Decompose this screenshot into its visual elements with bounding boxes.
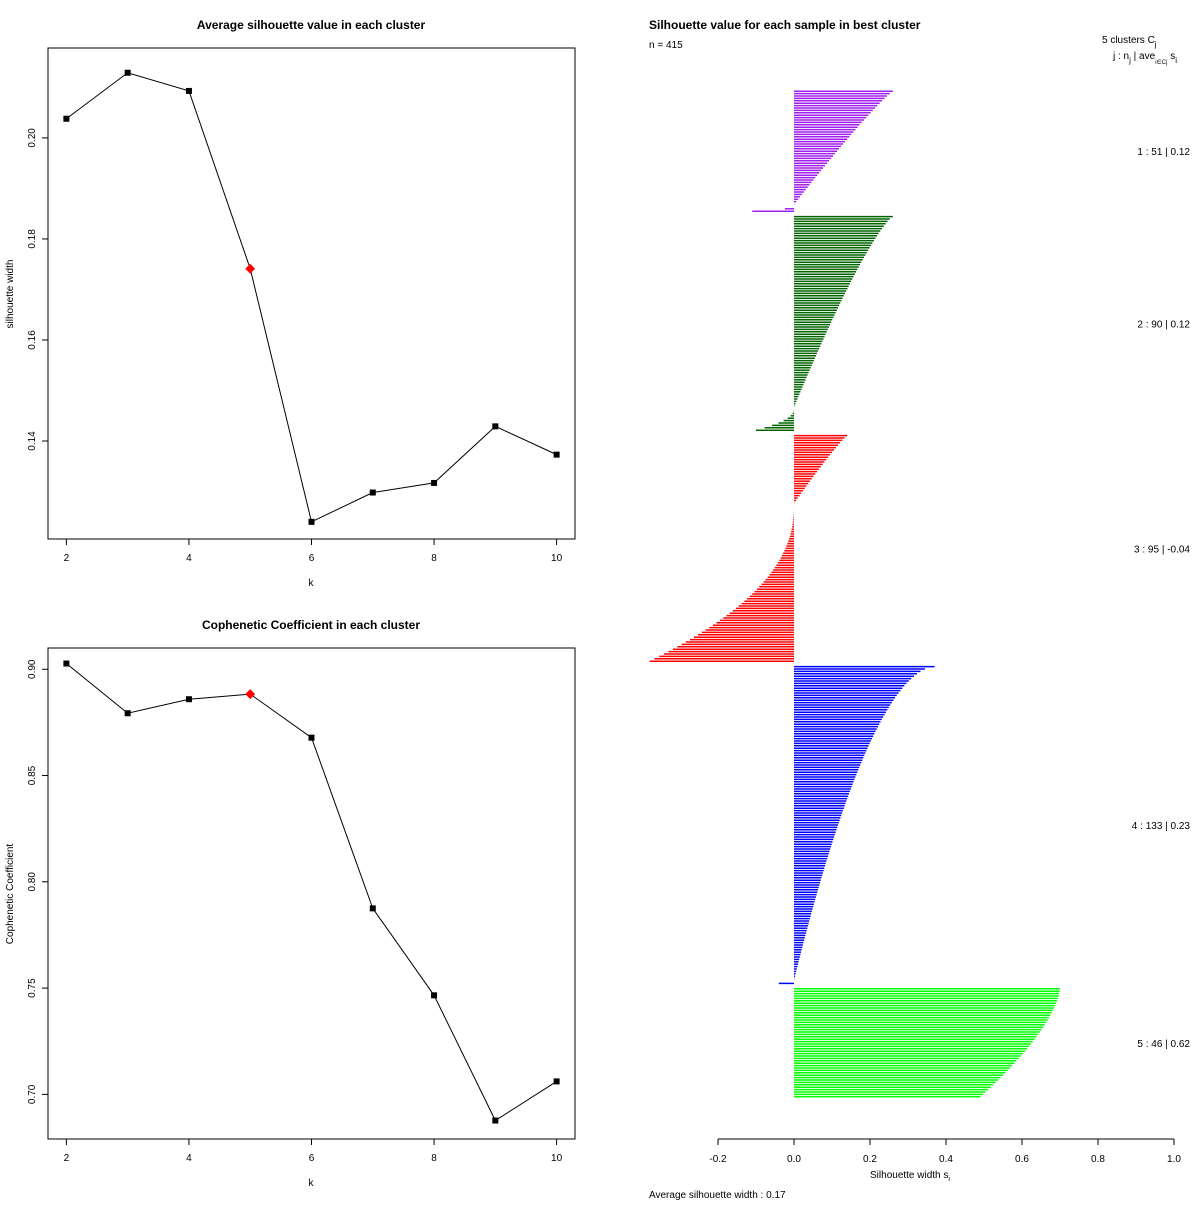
cophenetic-y-axis-label: Cophenetic Coefficient [5,844,16,945]
y-tick-label: 0.75 [27,978,38,998]
cluster-stats-header-s: s [1167,51,1175,62]
clusters-header-sub: j [1154,40,1157,49]
cophenetic-x-ticks: 2 4 6 8 10 [64,1139,563,1164]
x-tick-label: 6 [309,1153,315,1164]
data-point [369,905,376,912]
data-point [431,992,438,999]
x-tick-label: -0.2 [709,1154,727,1165]
data-point [369,489,376,496]
silhouette-plot-frame [47,47,576,540]
x-tick-label: 8 [431,1153,437,1164]
data-point [431,479,438,486]
x-tick-label: 10 [551,553,563,564]
y-tick-label: 0.70 [27,1084,38,1104]
data-point [124,710,131,717]
cluster-label: 3 : 95 | -0.04 [1134,544,1190,555]
data-point [492,1117,499,1124]
cluster-label: 2 : 90 | 0.12 [1137,319,1190,330]
silhouette-bar-x-axis-label: Silhouette width si [870,1170,950,1183]
silhouette-series-line [66,72,557,523]
y-tick-label: 0.14 [27,431,38,451]
y-tick-label: 0.85 [27,765,38,785]
data-point [308,518,315,525]
x-tick-label: 4 [186,1153,192,1164]
cophenetic-y-ticks: 0.70 0.75 0.80 0.85 0.90 [27,659,48,1104]
x-tick-label: 0.0 [787,1154,801,1165]
y-tick-label: 0.90 [27,659,38,679]
x-tick-label: 2 [64,1153,70,1164]
y-tick-label: 0.80 [27,872,38,892]
silhouette-series-points [63,69,560,525]
data-point [185,696,192,703]
clusters-header: 5 clusters Cj [1102,35,1157,49]
cophenetic-plot-frame [47,647,576,1140]
clusters-header-text: 5 clusters C [1102,35,1155,46]
silhouette-y-ticks: 0.14 0.16 0.18 0.20 [27,128,48,451]
x-tick-label: 0.4 [939,1154,953,1165]
data-point [63,115,70,122]
cluster-label: 1 : 51 | 0.12 [1137,147,1190,158]
cophenetic-line-chart: Cophenetic Coefficient in each cluster k… [5,618,576,1189]
cluster-stats-header-sub-i: i [1175,56,1177,65]
x-tick-label: 0.6 [1015,1154,1029,1165]
cluster-labels: 1 : 51 | 0.12 2 : 90 | 0.12 3 : 95 | -0.04… [1132,147,1191,1050]
data-point [308,734,315,741]
y-tick-label: 0.20 [27,128,38,148]
cluster-stats-header-sub-j: j [1128,56,1131,65]
highlight-point [245,263,256,274]
silhouette-chart-title: Average silhouette value in each cluster [197,18,426,32]
x-tick-label: 0.2 [863,1154,877,1165]
data-point [124,69,131,76]
average-silhouette-width: Average silhouette width : 0.17 [649,1190,786,1200]
cophenetic-x-axis-label: k [309,1178,315,1189]
x-tick-label: 2 [64,553,70,564]
silhouette-x-ticks: 2 4 6 8 10 [64,539,563,564]
silhouette-y-axis-label: silhouette width [5,260,16,329]
silhouette-bar-x-ticks: -0.2 0.0 0.2 0.4 0.6 0.8 1.0 [709,1139,1181,1165]
cluster-label: 5 : 46 | 0.62 [1137,1039,1190,1050]
x-tick-label: 6 [309,553,315,564]
cluster-stats-header-sub-ave: i∈Cj [1155,59,1167,66]
data-point [553,451,560,458]
cophenetic-series-line [66,663,557,1122]
cluster-stats-header: j : nj | avei∈Cj si [1112,51,1177,66]
data-point [553,1078,560,1085]
cluster-stats-header-text: j : n [1112,51,1129,62]
x-tick-label: 4 [186,553,192,564]
y-tick-label: 0.16 [27,330,38,350]
silhouette-plot-title: Silhouette value for each sample in best… [649,18,921,32]
silhouette-bar-x-axis-text: Silhouette width s [870,1170,948,1181]
silhouette-bars [649,90,1060,1098]
cluster-stats-header-ave: | ave [1131,51,1156,62]
data-point [185,87,192,94]
cluster-label: 4 : 133 | 0.23 [1132,821,1191,832]
highlight-point [245,689,256,700]
silhouette-bar-x-axis-sub: i [948,1176,950,1183]
x-tick-label: 8 [431,553,437,564]
silhouette-x-axis-label: k [309,578,315,589]
sample-count: n = 415 [649,40,683,51]
data-point [492,423,499,430]
data-point [63,660,70,667]
x-tick-label: 1.0 [1167,1154,1181,1165]
x-tick-label: 10 [551,1153,563,1164]
silhouette-line-chart: Average silhouette value in each cluster… [5,18,576,589]
cophenetic-chart-title: Cophenetic Coefficient in each cluster [202,618,420,632]
x-tick-label: 0.8 [1091,1154,1105,1165]
silhouette-bar-plot: Silhouette value for each sample in best… [649,18,1191,1201]
y-tick-label: 0.18 [27,229,38,249]
cophenetic-series-points [63,660,560,1124]
